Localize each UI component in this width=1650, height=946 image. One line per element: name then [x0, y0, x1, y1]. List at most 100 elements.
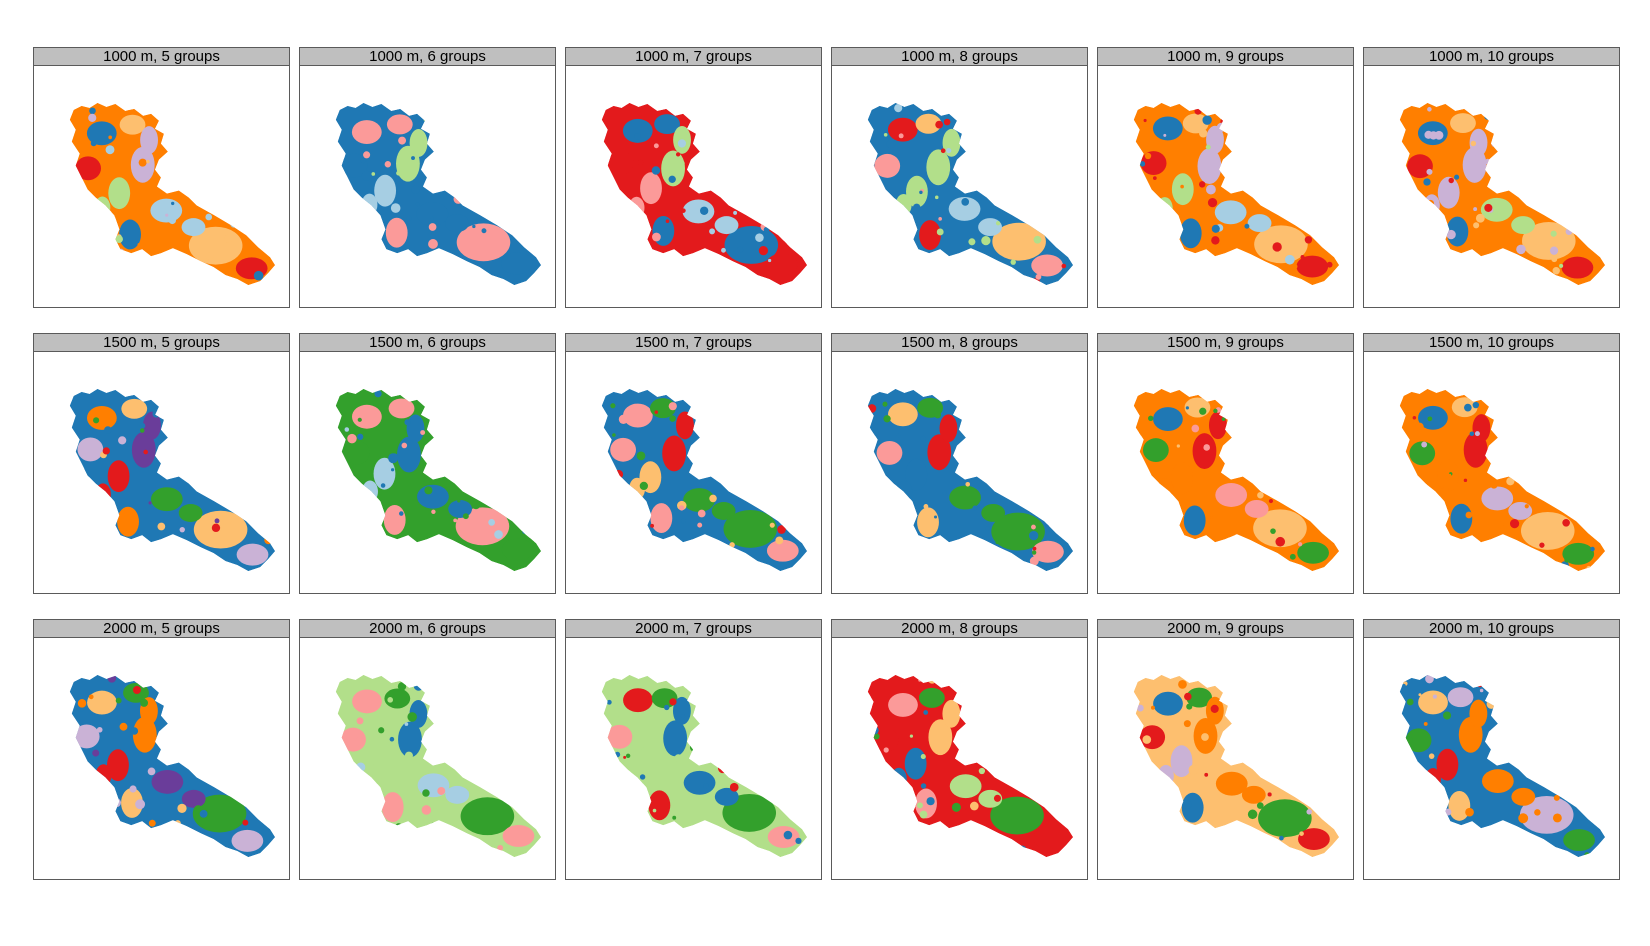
cluster-region [1253, 509, 1307, 548]
cluster-speckle [974, 469, 978, 473]
cluster-speckle [377, 567, 384, 572]
cluster-region [1450, 113, 1476, 134]
cluster-speckle [1528, 567, 1532, 571]
map-plot-area [831, 66, 1088, 308]
cluster-speckle [1525, 744, 1533, 753]
cluster-speckle [1463, 478, 1468, 483]
cluster-speckle [943, 118, 951, 126]
cluster-speckle [797, 136, 806, 145]
cluster-speckle [1063, 279, 1068, 285]
cluster-speckle [510, 413, 516, 419]
cluster-speckle [1402, 486, 1411, 494]
cluster-speckle [794, 490, 800, 496]
cluster-region [384, 688, 411, 709]
cluster-speckle [1209, 516, 1214, 520]
cluster-speckle [137, 243, 141, 247]
cluster-speckle [453, 194, 464, 204]
cluster-speckle [390, 203, 401, 213]
cluster-speckle [951, 802, 961, 812]
cluster-region [107, 460, 130, 493]
cluster-speckle [117, 248, 125, 256]
cluster-speckle [677, 540, 681, 544]
cluster-speckle [1423, 721, 1428, 726]
cluster-speckle [397, 240, 402, 245]
cluster-region [362, 480, 378, 503]
cluster-region [73, 724, 100, 749]
cluster-region [622, 118, 653, 143]
cluster-region [1418, 405, 1448, 430]
map-plot-area [1097, 352, 1354, 594]
cluster-region [1032, 827, 1065, 849]
cluster-speckle [214, 518, 220, 524]
cluster-speckle [524, 733, 531, 740]
cluster-speckle [946, 148, 952, 154]
cluster-speckle [407, 712, 417, 722]
cluster-speckle [247, 686, 253, 693]
cluster-region [919, 220, 941, 251]
cluster-speckle [1301, 183, 1308, 190]
cluster-map [1133, 674, 1340, 858]
cluster-speckle [1183, 720, 1191, 728]
cluster-speckle [669, 415, 676, 422]
cluster-speckle [755, 233, 764, 242]
cluster-region [767, 826, 800, 848]
cluster-speckle [378, 727, 385, 734]
cluster-speckle [1427, 107, 1432, 112]
cluster-speckle [1220, 116, 1231, 127]
cluster-region [905, 175, 928, 208]
cluster-region [623, 688, 653, 713]
cluster-speckle [224, 234, 233, 243]
cluster-region [662, 435, 687, 472]
cluster-map [867, 388, 1074, 572]
cluster-speckle [146, 159, 150, 164]
cluster-speckle [246, 163, 253, 170]
cluster-map [1133, 388, 1340, 572]
cluster-map [601, 674, 808, 858]
cluster-speckle [909, 734, 914, 738]
cluster-speckle [672, 815, 677, 820]
cluster-speckle [1204, 772, 1209, 777]
cluster-region [373, 457, 396, 490]
cluster-speckle [1470, 140, 1477, 147]
cluster-region [1423, 194, 1440, 217]
cluster-speckle [437, 256, 443, 262]
cluster-speckle [625, 753, 631, 758]
cluster-speckle [402, 559, 407, 564]
cluster-speckle [1279, 835, 1284, 841]
cluster-speckle [622, 493, 629, 500]
panel-title: 1500 m, 6 groups [299, 333, 556, 352]
cluster-region [1244, 499, 1269, 518]
map-plot-area [33, 638, 290, 880]
cluster-speckle [132, 685, 141, 695]
cluster-region [95, 764, 112, 787]
cluster-region [1450, 503, 1473, 534]
cluster-region [927, 434, 952, 471]
panel-title: 2000 m, 5 groups [33, 619, 290, 638]
map-panel: 2000 m, 9 groups [1097, 619, 1354, 880]
cluster-speckle [413, 680, 424, 691]
cluster-speckle [79, 215, 84, 219]
cluster-speckle [1321, 785, 1327, 791]
cluster-speckle [617, 202, 628, 212]
cluster-speckle [1419, 536, 1429, 545]
cluster-speckle [1473, 222, 1480, 229]
cluster-speckle [734, 190, 743, 200]
cluster-speckle [1150, 705, 1155, 710]
cluster-speckle [1201, 733, 1209, 741]
cluster-speckle [1442, 711, 1452, 720]
cluster-speckle [89, 107, 96, 115]
cluster-speckle [1207, 197, 1218, 208]
cluster-speckle [778, 215, 789, 225]
cluster-speckle [873, 733, 880, 740]
cluster-speckle [1490, 465, 1497, 471]
cluster-region [1425, 768, 1441, 790]
cluster-speckle [1586, 772, 1596, 782]
cluster-speckle [199, 809, 208, 818]
map-plot-area [1097, 638, 1354, 880]
cluster-speckle [267, 438, 274, 445]
cluster-speckle [390, 453, 399, 462]
cluster-speckle [1557, 133, 1566, 141]
cluster-speckle [684, 545, 689, 549]
cluster-speckle [1524, 504, 1529, 509]
cluster-region [622, 403, 653, 428]
